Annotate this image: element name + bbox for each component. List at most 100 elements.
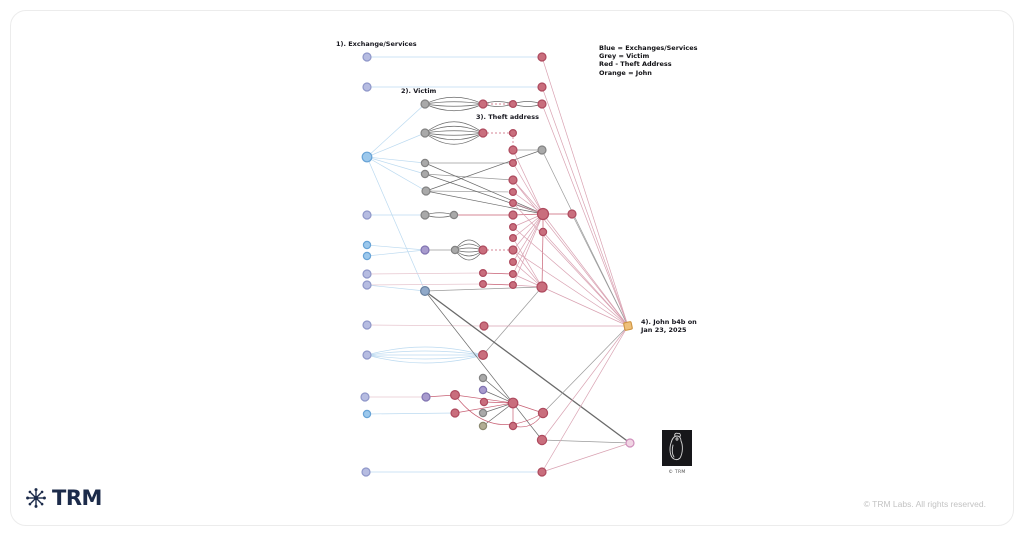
- label-exchange-services: 1). Exchange/Services: [336, 40, 417, 48]
- graph-node-r1[interactable]: [478, 99, 488, 109]
- graph-node-b12[interactable]: [362, 409, 372, 419]
- graph-edge: [512, 191, 544, 215]
- graph-node-g7[interactable]: [449, 210, 459, 220]
- graph-node-h1[interactable]: [536, 207, 550, 221]
- graph-edge: [366, 354, 484, 364]
- graph-node-g9[interactable]: [478, 373, 488, 383]
- graph-edge: [512, 226, 629, 327]
- graph-node-b6[interactable]: [362, 251, 372, 261]
- graph-edge: [454, 401, 514, 414]
- graph-node-r3[interactable]: [537, 99, 547, 109]
- graph-node-p2[interactable]: [421, 392, 431, 402]
- graph-node-r21[interactable]: [567, 209, 577, 219]
- graph-node-r6[interactable]: [508, 145, 518, 155]
- graph-node-r16[interactable]: [509, 270, 518, 279]
- graph-node-j[interactable]: [623, 321, 633, 331]
- graph-node-b4[interactable]: [362, 210, 372, 220]
- graph-node-r30[interactable]: [536, 434, 548, 446]
- graph-node-b13[interactable]: [361, 467, 371, 477]
- graph-edge: [424, 173, 544, 215]
- graph-node-b5[interactable]: [362, 240, 372, 250]
- graph-node-r5[interactable]: [509, 129, 518, 138]
- graph-node-r7[interactable]: [509, 159, 518, 168]
- graph-edge: [482, 286, 543, 356]
- graph-edge: [425, 149, 543, 192]
- graph-node-b9[interactable]: [362, 320, 372, 330]
- graph-node-r10[interactable]: [509, 199, 518, 208]
- label-victim: 2). Victim: [401, 87, 437, 95]
- graph-node-g6[interactable]: [420, 210, 430, 220]
- label-john-line1: 4). John b4b on: [641, 318, 697, 326]
- graph-node-r9[interactable]: [509, 188, 518, 197]
- graph-node-r24[interactable]: [478, 350, 489, 361]
- graph-node-r15[interactable]: [509, 258, 518, 267]
- graph-node-r12[interactable]: [509, 223, 518, 232]
- graph-edge: [541, 103, 629, 327]
- graph-node-r20[interactable]: [479, 280, 488, 289]
- graph-edge: [424, 103, 484, 112]
- graph-node-sb[interactable]: [420, 286, 431, 297]
- graph-node-pk[interactable]: [625, 438, 635, 448]
- graph-node-r26[interactable]: [479, 397, 489, 407]
- graph-node-b10[interactable]: [362, 350, 372, 360]
- graph-node-r31[interactable]: [537, 467, 547, 477]
- graph-edge: [454, 394, 544, 425]
- graph-edge: [424, 290, 543, 441]
- trm-stamp: © TRM: [660, 430, 694, 475]
- graph-edge: [512, 213, 544, 263]
- graph-node-g5[interactable]: [421, 186, 431, 196]
- graph-node-b3[interactable]: [361, 151, 373, 163]
- graph-node-r29[interactable]: [508, 421, 518, 431]
- graph-edge: [482, 377, 514, 404]
- graph-node-g11[interactable]: [478, 421, 488, 431]
- graph-node-h3[interactable]: [507, 397, 519, 409]
- graph-node-b11[interactable]: [360, 392, 370, 402]
- graph-edge: [366, 103, 426, 158]
- copyright-text: © TRM Labs. All rights reserved.: [863, 499, 986, 509]
- graph-node-g3[interactable]: [420, 158, 430, 168]
- graph-node-b7[interactable]: [362, 269, 372, 279]
- graph-edge: [512, 202, 629, 327]
- graph-edge: [366, 271, 484, 276]
- graph-edge: [512, 162, 544, 215]
- graph-edge: [366, 244, 426, 252]
- graph-edge: [512, 179, 629, 327]
- graph-node-h2[interactable]: [536, 281, 548, 293]
- graph-node-b1[interactable]: [362, 52, 372, 62]
- graph-node-g1[interactable]: [420, 99, 430, 109]
- graph-node-r11[interactable]: [508, 210, 518, 220]
- graph-node-r2[interactable]: [509, 99, 518, 108]
- graph-edge: [424, 125, 484, 134]
- graph-node-r23[interactable]: [479, 321, 489, 331]
- graph-node-rt1[interactable]: [537, 52, 547, 62]
- graph-node-r8[interactable]: [508, 175, 518, 185]
- graph-node-g4[interactable]: [420, 169, 430, 179]
- graph-node-r18[interactable]: [478, 245, 488, 255]
- graph-node-g12[interactable]: [537, 145, 547, 155]
- graph-node-r22[interactable]: [538, 227, 548, 237]
- graph-edge: [366, 156, 426, 292]
- graph-node-r25[interactable]: [450, 390, 461, 401]
- graph-node-p3[interactable]: [478, 385, 488, 395]
- graph-edge: [512, 149, 544, 215]
- graph-node-p1[interactable]: [420, 245, 430, 255]
- graph-node-b2[interactable]: [362, 82, 372, 92]
- graph-node-g10[interactable]: [478, 408, 488, 418]
- graph-node-rt2[interactable]: [537, 82, 547, 92]
- graph-node-r4[interactable]: [478, 128, 488, 138]
- graph-node-r13[interactable]: [509, 234, 518, 243]
- graph-node-r19[interactable]: [479, 269, 488, 278]
- graph-node-g8[interactable]: [450, 245, 460, 255]
- graph-edge: [424, 290, 631, 444]
- graph-node-g2[interactable]: [420, 128, 430, 138]
- graph-node-r27[interactable]: [450, 408, 460, 418]
- graph-node-b8[interactable]: [362, 280, 372, 290]
- graph-node-r17[interactable]: [509, 281, 518, 290]
- graph-node-r28[interactable]: [537, 407, 549, 419]
- graph-node-r14[interactable]: [508, 245, 518, 255]
- graph-edge: [425, 190, 544, 216]
- label-theft-address: 3). Theft address: [476, 113, 539, 121]
- graph-edge: [541, 325, 629, 473]
